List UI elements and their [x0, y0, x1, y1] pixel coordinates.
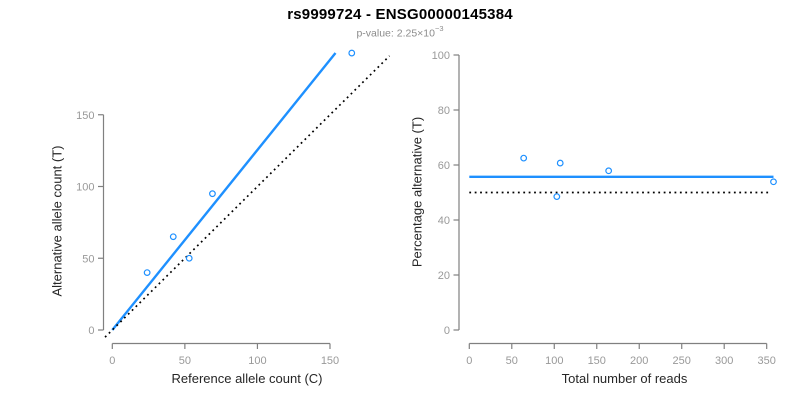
- right-data-point: [553, 193, 561, 201]
- right-x-tick-label: 300: [715, 355, 733, 367]
- figure-subtitle: p-value: 2.25×10−3: [0, 24, 800, 40]
- pvalue-mantissa: 2.25×10: [396, 27, 435, 40]
- right-x-tick-label: 100: [545, 355, 563, 367]
- right-y-tick-label: 60: [438, 160, 450, 172]
- right-y-tick-label: 80: [438, 105, 450, 117]
- right-data-point: [770, 178, 777, 186]
- left-y-tick-label: 100: [76, 182, 94, 194]
- left-y-tick-label: 0: [88, 325, 94, 337]
- right-y-tick-label: 40: [438, 215, 450, 227]
- right-x-tick-label: 250: [673, 355, 691, 367]
- left-data-point: [348, 49, 356, 57]
- left-data-point: [143, 269, 151, 277]
- pvalue-prefix: p-value:: [356, 27, 397, 40]
- right-x-tick-label: 0: [466, 355, 472, 367]
- right-x-tick-label: 50: [506, 355, 518, 367]
- right-x-tick-label: 350: [758, 355, 776, 367]
- left-data-point: [209, 190, 216, 198]
- left-x-tick-label: 50: [179, 355, 191, 367]
- fitted-line: [111, 52, 337, 331]
- figure-title: rs9999724 - ENSG00000145384: [287, 6, 513, 23]
- left-y-tick-label: 50: [82, 253, 94, 265]
- right-data-point: [556, 159, 564, 167]
- right-y-tick-label: 0: [444, 325, 450, 337]
- right-x-tick-label: 200: [630, 355, 648, 367]
- right-y-tick-label: 100: [432, 50, 450, 62]
- right-data-point: [520, 154, 528, 162]
- left-data-point: [169, 233, 177, 241]
- left-x-tick-label: 150: [321, 355, 339, 367]
- right-data-point: [605, 167, 613, 175]
- right-plot-xaxis-title: Total number of reads: [561, 371, 688, 386]
- left-y-tick-label: 150: [76, 110, 94, 122]
- left-x-tick-label: 100: [248, 355, 266, 367]
- left-data-point: [185, 254, 193, 262]
- left-x-tick-label: 0: [109, 355, 115, 367]
- right-y-tick-label: 20: [438, 270, 450, 282]
- identity-line: [104, 55, 391, 338]
- left-plot-xaxis-title: Reference allele count (C): [171, 371, 323, 386]
- right-plot-yaxis-title: Percentage alternative (T): [409, 116, 425, 268]
- pvalue-exponent: −3: [434, 24, 444, 33]
- left-plot-yaxis-title: Alternative allele count (T): [49, 145, 65, 297]
- right-x-tick-label: 150: [588, 355, 606, 367]
